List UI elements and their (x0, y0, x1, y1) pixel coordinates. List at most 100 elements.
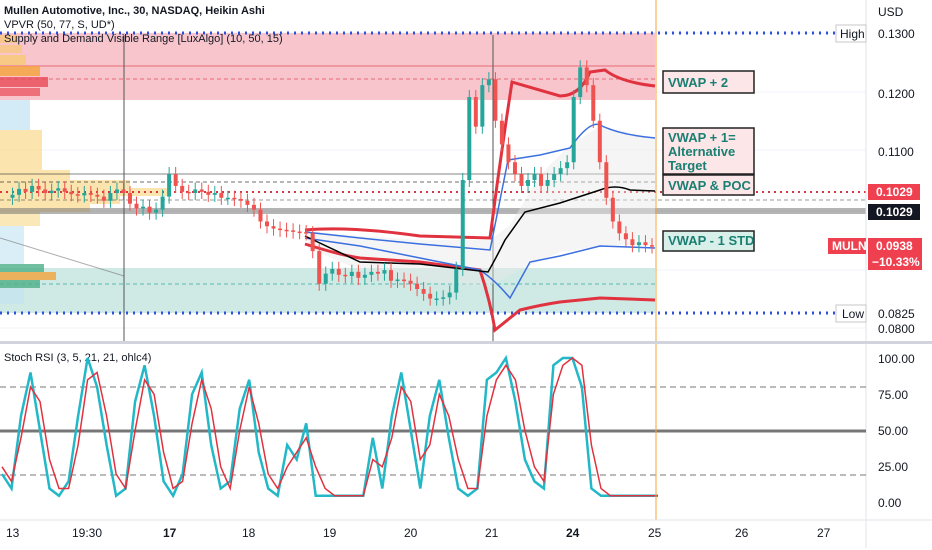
candle (343, 274, 348, 277)
candle (336, 268, 341, 275)
high-marker: High 0.1300 (835, 24, 915, 43)
candle (356, 271, 361, 278)
candle (212, 193, 217, 195)
candle (382, 270, 387, 274)
candle (552, 174, 557, 180)
candle (265, 221, 270, 227)
candle (512, 162, 517, 175)
candle (643, 242, 648, 246)
candle (108, 193, 113, 201)
candle (539, 174, 544, 186)
svg-text:MULN: MULN (832, 239, 867, 253)
candle (141, 206, 146, 209)
candle (558, 168, 563, 175)
stoch-tick: 100.00 (878, 352, 915, 366)
candle (636, 242, 641, 246)
candle (238, 198, 243, 201)
price-tick: 0.1200 (878, 87, 915, 101)
poc-price-label: 0.1029 (868, 184, 920, 200)
candle (421, 289, 426, 294)
candle (127, 193, 132, 204)
candle (578, 67, 583, 98)
time-label: 20 (404, 526, 418, 540)
stoch-tick: 75.00 (878, 388, 908, 402)
candle (23, 188, 28, 192)
candle (173, 174, 178, 186)
candle (186, 191, 191, 194)
svg-text:VWAP + 2: VWAP + 2 (668, 75, 728, 90)
last-price-label: 0.1029 (868, 204, 920, 220)
candle (428, 293, 433, 299)
stoch-tick: 0.00 (878, 496, 902, 510)
candle (114, 189, 119, 194)
candle (415, 283, 420, 290)
time-label: 24 (566, 526, 580, 540)
candle (434, 298, 439, 301)
stoch-rsi-lines (0, 354, 658, 499)
candle (36, 185, 41, 190)
candle (69, 191, 74, 195)
time-label: 27 (817, 526, 831, 540)
candle (88, 193, 93, 195)
candle (349, 271, 354, 276)
svg-text:High: High (840, 27, 865, 41)
time-label: 26 (735, 526, 749, 540)
stoch-tick: 50.00 (878, 424, 908, 438)
candle (473, 97, 478, 127)
band-lower-inner (304, 237, 656, 300)
candle (388, 270, 393, 281)
candle (251, 204, 256, 210)
candle (584, 67, 589, 86)
candle (43, 189, 48, 194)
candle (526, 180, 531, 186)
svg-text:0.1029: 0.1029 (876, 205, 913, 219)
candle (610, 197, 615, 222)
candle (291, 230, 296, 232)
candle (395, 279, 400, 282)
price-candles (10, 60, 654, 306)
candle (258, 209, 263, 222)
indicator-vpvr[interactable]: VPVR (50, 77, S, UD*) (4, 19, 115, 31)
candle (519, 174, 524, 186)
candle (160, 196, 165, 210)
candle (75, 194, 80, 196)
vwap-line (304, 186, 656, 273)
candle (232, 197, 237, 200)
candle (317, 251, 322, 284)
time-label: 21 (485, 526, 499, 540)
candle (375, 271, 380, 274)
indicator-supply-demand[interactable]: Supply and Demand Visible Range [LuxAlgo… (4, 33, 283, 45)
stoch-k-line (0, 354, 658, 499)
stoch-rsi-title[interactable]: Stoch RSI (3, 5, 21, 21, ohlc4) (4, 352, 151, 364)
candle (591, 85, 596, 121)
svg-text:0.0825: 0.0825 (878, 307, 915, 321)
time-label: 17 (163, 526, 177, 540)
candle (565, 162, 570, 169)
ticker-badge: MULN 0.0938 −10.33% (828, 238, 922, 270)
candle (545, 180, 550, 186)
candle (167, 174, 172, 197)
band-lower-outer (304, 242, 656, 333)
candle (369, 271, 374, 275)
price-tick: 0.1100 (878, 145, 914, 159)
candle (199, 189, 204, 192)
candle (310, 233, 315, 252)
time-label: 18 (242, 526, 256, 540)
candle (467, 97, 472, 180)
candle (245, 200, 250, 205)
svg-text:Low: Low (842, 307, 864, 321)
chart-title: Mullen Automotive, Inc., 30, NASDAQ, Hei… (4, 5, 265, 17)
candle (10, 194, 15, 198)
candle (460, 180, 465, 269)
candle (506, 144, 511, 163)
svg-text:0.0938: 0.0938 (876, 239, 913, 253)
candle (30, 185, 35, 192)
candle (62, 188, 67, 192)
time-label: 25 (648, 526, 662, 540)
annotation-vwap-poc: VWAP & POC (662, 174, 755, 196)
stoch-d-line (1, 357, 658, 497)
candle (180, 185, 185, 192)
candle (154, 209, 159, 213)
svg-text:Target: Target (668, 158, 707, 173)
